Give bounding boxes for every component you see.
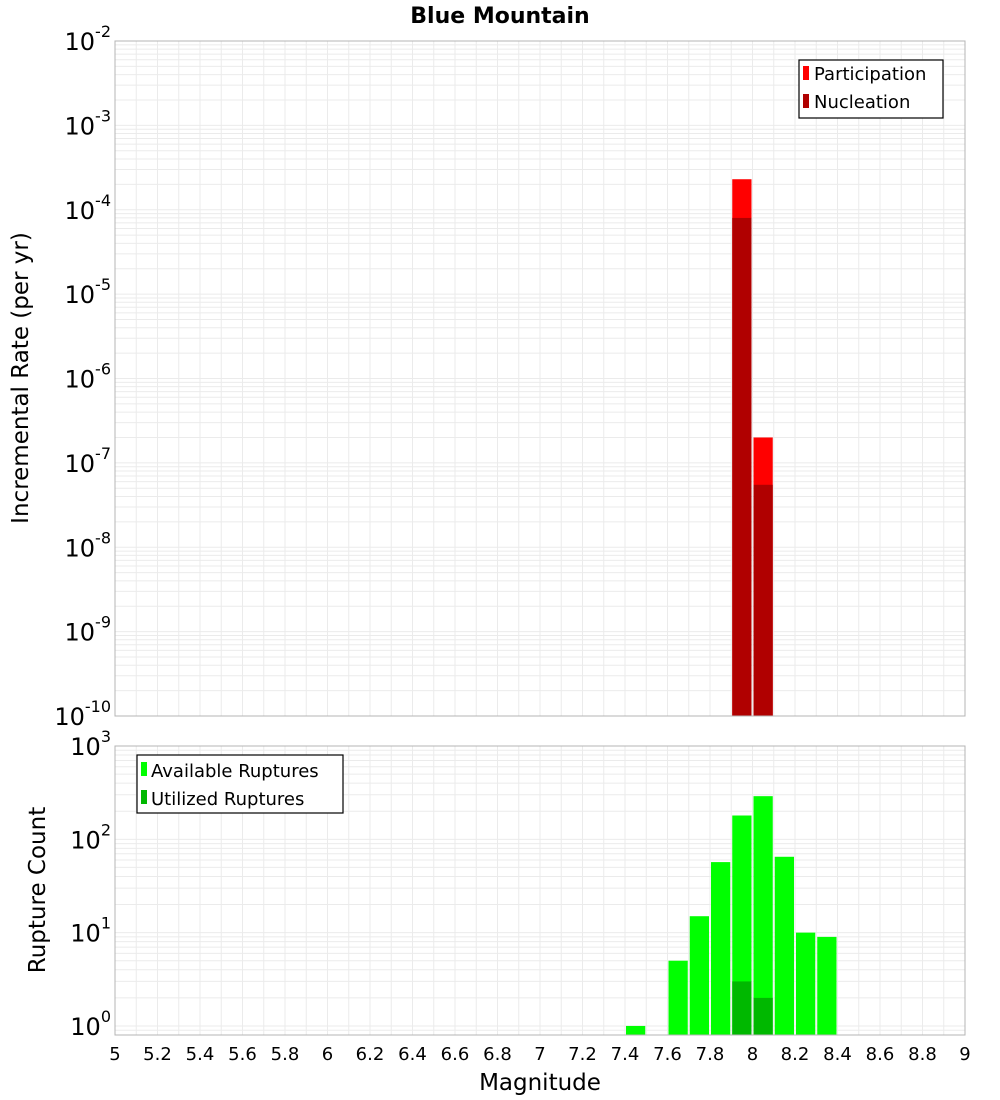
x-tick-label: 5.4 <box>186 1044 215 1065</box>
y-tick-label: 10-3 <box>65 106 112 140</box>
y-tick-label: 102 <box>70 820 111 854</box>
top-y-ticks: 10-10 10-9 10-8 10-7 10-6 10-5 10-4 10-3 10-2 <box>54 22 111 731</box>
top-plot-frame <box>114 40 966 717</box>
x-tick-label: 7.6 <box>653 1044 682 1065</box>
bottom-y-ticks: 100 101 102 103 <box>70 727 111 1041</box>
x-tick-label: 6.4 <box>398 1044 427 1065</box>
bar-available <box>732 815 752 1035</box>
y-tick-label: 100 <box>70 1007 111 1041</box>
y-tick-label: 10-10 <box>54 697 111 731</box>
x-ticks: 5 5.2 5.4 5.6 5.8 6 6.2 6.4 6.6 6.8 7 7.2 7.4 7.6 7.8 8… <box>109 1044 970 1065</box>
x-tick-label: 7 <box>534 1044 545 1065</box>
x-tick-label: 5.2 <box>143 1044 172 1065</box>
x-tick-label: 6.2 <box>356 1044 385 1065</box>
x-tick-label: 5.8 <box>271 1044 300 1065</box>
top-legend: Participation Nucleation <box>798 59 944 119</box>
bottom-y-axis-label: Rupture Count <box>25 807 51 973</box>
legend-swatch-available <box>141 762 147 776</box>
legend-swatch-nucleation <box>803 94 809 108</box>
bar-available <box>796 932 816 1035</box>
legend-swatch-participation <box>803 66 809 80</box>
bar-available <box>689 916 709 1035</box>
x-tick-label: 7.8 <box>696 1044 725 1065</box>
x-tick-label: 6.8 <box>483 1044 512 1065</box>
x-tick-label: 5.6 <box>228 1044 257 1065</box>
y-tick-label: 10-9 <box>65 613 112 647</box>
legend-label-available: Available Ruptures <box>151 761 319 782</box>
y-tick-label: 10-5 <box>65 275 112 309</box>
bottom-bars <box>626 796 837 1035</box>
y-tick-label: 10-4 <box>65 191 112 225</box>
bar-available <box>774 856 794 1035</box>
bottom-legend: Available Ruptures Utilized Ruptures <box>136 754 344 814</box>
x-tick-label: 7.2 <box>568 1044 597 1065</box>
bar-available <box>753 796 773 1035</box>
bar-utilized <box>753 997 773 1035</box>
x-tick-label: 8.2 <box>781 1044 810 1065</box>
x-tick-label: 6 <box>322 1044 333 1065</box>
y-tick-label: 10-8 <box>65 528 112 562</box>
bar-utilized <box>732 981 752 1035</box>
x-tick-label: 6.6 <box>441 1044 470 1065</box>
y-tick-label: 10-2 <box>65 22 112 56</box>
x-tick-label: 7.4 <box>611 1044 640 1065</box>
y-tick-label: 103 <box>70 727 111 761</box>
bar-available <box>817 936 837 1035</box>
top-panel: 10-10 10-9 10-8 10-7 10-6 10-5 10-4 10-3 10-2 In… <box>8 22 966 731</box>
bar-available <box>626 1025 646 1035</box>
chart-title: Blue Mountain <box>410 4 589 29</box>
bottom-plot-frame <box>114 745 966 1036</box>
y-tick-label: 10-7 <box>65 444 112 478</box>
x-tick-label: 8 <box>747 1044 758 1065</box>
top-bars <box>732 179 773 716</box>
bar-available <box>668 960 688 1035</box>
legend-label-nucleation: Nucleation <box>814 92 910 113</box>
x-tick-label: 8.8 <box>908 1044 937 1065</box>
legend-swatch-utilized <box>141 790 147 804</box>
x-tick-label: 8.4 <box>823 1044 852 1065</box>
y-tick-label: 10-6 <box>65 360 112 394</box>
top-legend-box <box>798 59 944 119</box>
legend-label-utilized: Utilized Ruptures <box>151 789 304 810</box>
bottom-legend-box <box>136 754 344 814</box>
top-y-axis-label: Incremental Rate (per yr) <box>8 232 34 524</box>
x-axis-label: Magnitude <box>479 1070 601 1096</box>
bar-nucleation <box>753 484 773 716</box>
x-tick-label: 9 <box>959 1044 970 1065</box>
bar-nucleation <box>732 217 752 716</box>
legend-label-participation: Participation <box>814 64 926 85</box>
y-tick-label: 101 <box>70 914 111 948</box>
bar-available <box>711 862 731 1035</box>
x-tick-label: 8.6 <box>866 1044 895 1065</box>
x-tick-label: 5 <box>109 1044 120 1065</box>
bottom-panel: 100 101 102 103 5 5.2 5.4 5.6 5.8 6 6.2 6.4 6.6 6.8 7… <box>25 727 971 1096</box>
top-grid <box>114 41 966 717</box>
